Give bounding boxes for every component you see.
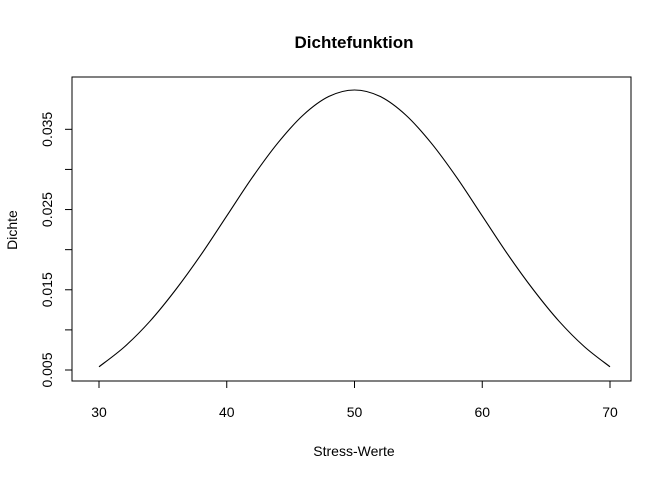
y-tick-label: 0.025 bbox=[39, 192, 55, 227]
plot-frame bbox=[71, 76, 632, 382]
y-axis-label: Dichte bbox=[4, 210, 20, 250]
y-tick-label: 0.015 bbox=[39, 272, 55, 307]
y-axis: 0.005 0.015 0.025 0.035 bbox=[39, 112, 72, 388]
chart-title: Dichtefunktion bbox=[295, 33, 414, 52]
y-tick-label: 0.035 bbox=[39, 112, 55, 147]
density-curve bbox=[98, 89, 611, 368]
x-tick-label: 30 bbox=[91, 404, 107, 420]
x-tick-label: 60 bbox=[474, 404, 490, 420]
y-tick-label: 0.005 bbox=[39, 352, 55, 387]
x-axis-label: Stress-Werte bbox=[313, 443, 395, 459]
x-axis: 30 40 50 60 70 bbox=[91, 381, 618, 420]
x-tick-label: 50 bbox=[347, 404, 363, 420]
x-tick-label: 70 bbox=[602, 404, 618, 420]
x-tick-label: 40 bbox=[219, 404, 235, 420]
